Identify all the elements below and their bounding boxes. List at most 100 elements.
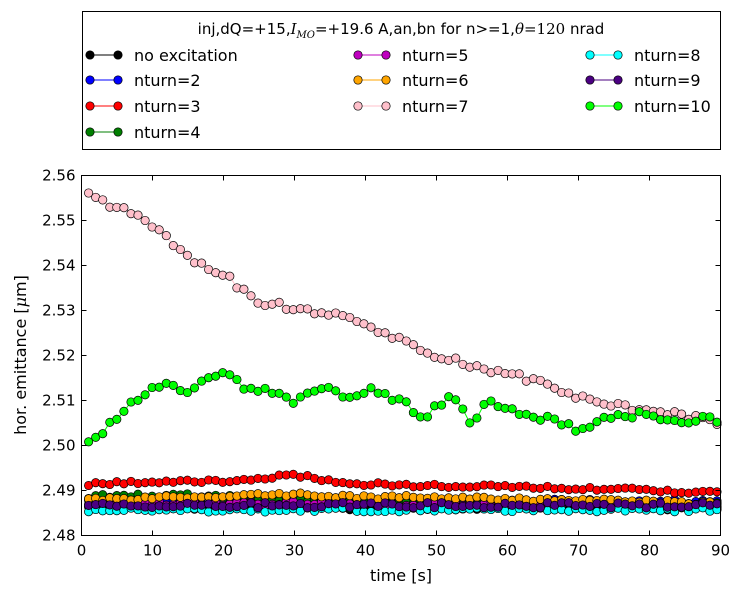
data-point — [91, 432, 101, 442]
y-tick-label: 2.56 — [42, 167, 75, 185]
data-point — [133, 210, 143, 220]
x-tick-label: 70 — [569, 542, 588, 560]
data-point — [479, 364, 489, 374]
data-point — [295, 498, 305, 509]
data-point — [535, 375, 545, 385]
data-point — [140, 390, 150, 400]
data-point — [260, 383, 270, 393]
data-point — [225, 271, 235, 281]
data-point — [168, 241, 178, 251]
x-tick-label: 60 — [498, 542, 517, 560]
data-point — [133, 395, 143, 405]
data-point — [182, 250, 192, 260]
data-point — [380, 328, 390, 338]
data-point — [98, 195, 108, 205]
legend-marker — [113, 127, 123, 137]
data-point — [585, 422, 595, 432]
data-point — [253, 503, 263, 513]
data-point — [514, 369, 524, 379]
plot-series — [84, 188, 722, 517]
data-point — [274, 297, 284, 307]
data-point — [507, 404, 517, 414]
data-point — [677, 409, 687, 419]
legend-marker — [613, 75, 623, 85]
data-point — [705, 412, 715, 422]
data-point — [394, 332, 404, 342]
data-point — [422, 412, 433, 422]
data-point — [366, 383, 376, 393]
legend-label: nturn=3 — [134, 97, 201, 116]
legend-marker — [85, 50, 95, 60]
x-axis-label: time [s] — [370, 566, 432, 585]
data-point — [550, 414, 560, 424]
y-tick-label: 2.53 — [42, 302, 75, 320]
data-point — [112, 414, 122, 424]
y-tick-label: 2.49 — [42, 482, 75, 500]
data-point — [359, 388, 369, 398]
data-point — [98, 429, 108, 439]
data-point — [493, 502, 503, 512]
legend-label: nturn=8 — [634, 46, 701, 65]
data-point — [550, 383, 560, 393]
x-tick-label: 10 — [143, 542, 162, 560]
data-point — [535, 503, 545, 513]
legend-label: nturn=4 — [134, 123, 201, 142]
data-point — [281, 392, 291, 402]
data-point — [691, 416, 701, 426]
data-point — [606, 413, 616, 423]
x-tick-label: 20 — [214, 542, 233, 560]
data-point — [274, 388, 284, 398]
data-point — [119, 203, 129, 213]
legend-label: nturn=7 — [402, 97, 469, 116]
data-point — [408, 408, 418, 418]
legend-marker — [85, 75, 95, 85]
legend-entry: nturn=10 — [585, 97, 711, 116]
data-point — [542, 379, 553, 389]
data-point — [197, 258, 207, 268]
y-axis-label: hor. emittance [μm] — [11, 275, 30, 435]
x-tick-label: 80 — [640, 542, 659, 560]
legend-marker — [381, 75, 391, 85]
legend-entry: nturn=5 — [353, 46, 469, 65]
legend-label: nturn=10 — [634, 97, 711, 116]
data-point — [655, 498, 666, 508]
data-point — [535, 415, 545, 425]
data-point — [154, 225, 164, 235]
y-tick-label: 2.50 — [42, 437, 75, 455]
data-point — [84, 437, 94, 447]
legend-label: nturn=5 — [402, 46, 469, 65]
series-nturn-3 — [84, 469, 722, 498]
data-point — [161, 231, 171, 241]
data-point — [225, 370, 235, 380]
data-point — [472, 413, 482, 423]
x-tick-label: 50 — [427, 542, 446, 560]
x-tick-label: 90 — [711, 542, 730, 560]
legend-entry: nturn=6 — [353, 71, 469, 90]
data-point — [648, 411, 658, 421]
data-point — [154, 382, 164, 392]
data-point — [627, 413, 637, 423]
legend-label: nturn=9 — [634, 71, 701, 90]
legend-entry: no excitation — [85, 46, 238, 65]
data-point — [486, 396, 496, 406]
data-point — [458, 404, 468, 414]
legend: no excitation nturn=2 nturn=3 nturn=4 nturn=… — [85, 46, 711, 142]
data-point — [437, 400, 447, 410]
legend-label: no excitation — [134, 46, 238, 65]
legend-marker — [381, 50, 391, 60]
legend-marker — [585, 50, 595, 60]
data-point — [246, 498, 256, 508]
data-point — [592, 417, 602, 427]
x-tick-label: 30 — [285, 542, 304, 560]
data-point — [564, 388, 574, 398]
data-point — [119, 406, 129, 416]
series-nturn-9 — [84, 498, 722, 513]
data-point — [345, 312, 355, 323]
data-point — [634, 499, 644, 509]
data-point — [465, 418, 475, 428]
data-point — [366, 322, 376, 332]
legend-marker — [585, 75, 595, 85]
series-nturn-7 — [84, 188, 722, 429]
legend-marker — [85, 101, 95, 111]
